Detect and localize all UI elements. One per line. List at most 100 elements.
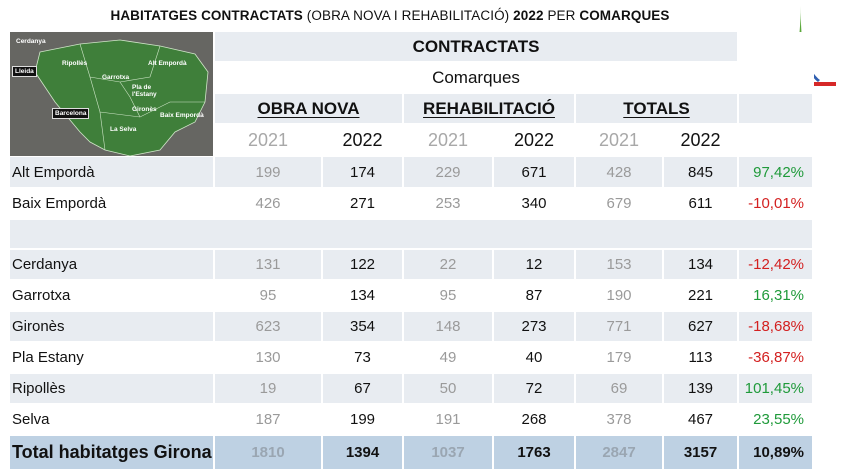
table-cell: 95 (404, 281, 494, 312)
header-blank (739, 94, 814, 125)
table-cell: 95 (215, 281, 323, 312)
table-cell: 87 (494, 281, 576, 312)
map-label-la-selva: La Selva (110, 126, 137, 133)
table-cell: 845 (664, 157, 739, 189)
group-totals: TOTALS (576, 94, 739, 125)
pct-change: 23,55% (739, 405, 814, 436)
row-label: Pla Estany (10, 343, 215, 374)
table-cell: 340 (494, 189, 576, 220)
total-pct-change: 10,89% (739, 436, 814, 471)
header-blank (739, 32, 814, 63)
table-cell: 623 (215, 312, 323, 343)
table-cell: 191 (404, 405, 494, 436)
table-cell: 131 (215, 250, 323, 281)
table-cell: 199 (215, 157, 323, 189)
spacer-row (10, 220, 814, 250)
group-rehabilitacio: REHABILITACIÓ (404, 94, 576, 125)
pct-change: 101,45% (739, 374, 814, 405)
table-cell: 273 (494, 312, 576, 343)
header-blank (739, 63, 814, 94)
table-cell: 199 (323, 405, 404, 436)
table-cell: 190 (576, 281, 664, 312)
total-cell: 3157 (664, 436, 739, 471)
table-cell: 611 (664, 189, 739, 220)
year-header: 2022 (664, 125, 739, 157)
table-cell: 12 (494, 250, 576, 281)
map-label-garrotxa: Garrotxa (102, 74, 130, 81)
table-cell: 134 (323, 281, 404, 312)
map-label-girones: Gironès (132, 106, 157, 113)
table-cell: 67 (323, 374, 404, 405)
table-cell: 671 (494, 157, 576, 189)
header-main: CONTRACTATS (215, 32, 739, 63)
table-cell: 229 (404, 157, 494, 189)
year-header: 2021 (215, 125, 323, 157)
table-cell: 40 (494, 343, 576, 374)
year-header: 2022 (323, 125, 404, 157)
table-cell: 268 (494, 405, 576, 436)
row-label: Alt Empordà (10, 157, 215, 189)
table-cell: 428 (576, 157, 664, 189)
title-part4: PER (547, 8, 576, 23)
map-label-pla-estany: Pla de l'Estany (132, 84, 157, 98)
total-cell: 2847 (576, 436, 664, 471)
title-part2: (OBRA NOVA I REHABILITACIÓ) (306, 8, 510, 23)
table-cell: 113 (664, 343, 739, 374)
header-sub: Comarques (215, 63, 739, 94)
total-cell: 1810 (215, 436, 323, 471)
year-header: 2021 (404, 125, 494, 157)
table-cell: 426 (215, 189, 323, 220)
pct-change: 16,31% (739, 281, 814, 312)
table-cell: 134 (664, 250, 739, 281)
pct-change: -36,87% (739, 343, 814, 374)
row-label: Cerdanya (10, 250, 215, 281)
row-label: Gironès (10, 312, 215, 343)
header-blank (739, 125, 814, 157)
row-label: Baix Empordà (10, 189, 215, 220)
total-label: Total habitatges Girona (10, 436, 215, 471)
table-cell: 627 (664, 312, 739, 343)
table-cell: 378 (576, 405, 664, 436)
map-label-alt-emporda: Alt Empordà (148, 60, 187, 67)
table-cell: 253 (404, 189, 494, 220)
table-cell: 50 (404, 374, 494, 405)
map-label-ripolles: Ripollès (62, 60, 88, 67)
table-cell: 771 (576, 312, 664, 343)
table-cell: 354 (323, 312, 404, 343)
table-cell: 130 (215, 343, 323, 374)
pct-change: 97,42% (739, 157, 814, 189)
table-cell: 49 (404, 343, 494, 374)
table-cell: 69 (576, 374, 664, 405)
total-cell: 1763 (494, 436, 576, 471)
row-label: Ripollès (10, 374, 215, 405)
pct-change: -10,01% (739, 189, 814, 220)
region-map: Cerdanya Ripollès Alt Empordà Garrotxa P… (10, 32, 213, 156)
pct-change: -18,68% (739, 312, 814, 343)
table-cell: 153 (576, 250, 664, 281)
total-cell: 1394 (323, 436, 404, 471)
title-part5: COMARQUES (579, 8, 670, 23)
table-cell: 187 (215, 405, 323, 436)
group-obra-nova: OBRA NOVA (215, 94, 404, 125)
table-cell: 19 (215, 374, 323, 405)
table-cell: 122 (323, 250, 404, 281)
map-cell (10, 32, 215, 157)
map-shape (10, 32, 213, 156)
map-box-lleida: Lleida (12, 66, 37, 77)
table-cell: 73 (323, 343, 404, 374)
map-label-cerdanya: Cerdanya (16, 38, 46, 45)
year-header: 2021 (576, 125, 664, 157)
table-cell: 139 (664, 374, 739, 405)
data-table: CONTRACTATS Comarques OBRA NOVA REHABILI… (10, 32, 814, 471)
title-part1: HABITATGES CONTRACTATS (110, 8, 303, 23)
page-title: HABITATGES CONTRACTATS (OBRA NOVA I REHA… (0, 8, 780, 23)
table-cell: 174 (323, 157, 404, 189)
table-cell: 679 (576, 189, 664, 220)
year-header: 2022 (494, 125, 576, 157)
table-cell: 22 (404, 250, 494, 281)
map-box-barcelona: Barcelona (52, 108, 90, 119)
table-cell: 271 (323, 189, 404, 220)
pct-change: -12,42% (739, 250, 814, 281)
table-cell: 72 (494, 374, 576, 405)
total-cell: 1037 (404, 436, 494, 471)
